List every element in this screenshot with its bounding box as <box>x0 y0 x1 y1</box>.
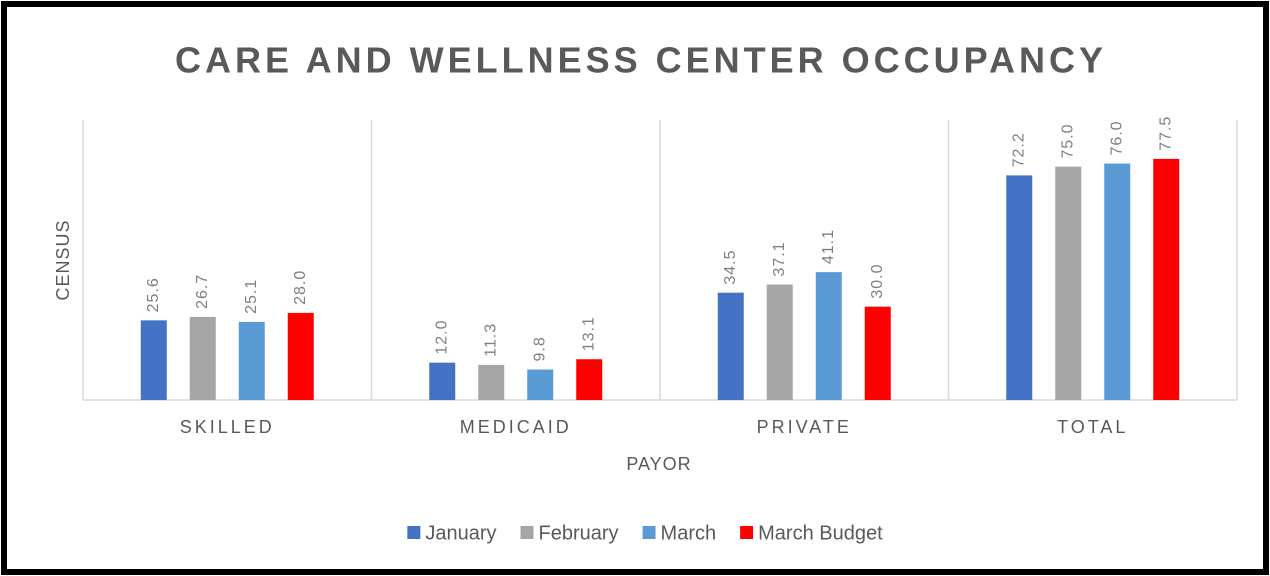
bar <box>527 369 554 400</box>
value-label: 37.1 <box>771 241 788 276</box>
bar <box>1006 175 1033 400</box>
value-label: 34.5 <box>722 250 739 285</box>
value-label: 12.0 <box>433 320 450 355</box>
legend-swatch <box>407 526 421 539</box>
bar <box>1153 158 1180 400</box>
value-label: 76.0 <box>1108 120 1125 155</box>
value-label: 9.8 <box>531 336 548 361</box>
bar <box>429 362 456 400</box>
x-axis-title: PAYOR <box>626 454 691 474</box>
bar <box>189 316 216 400</box>
value-label: 41.1 <box>820 229 837 264</box>
x-tick-label: SKILLED <box>180 417 275 437</box>
value-label: 28.0 <box>292 270 309 305</box>
bar <box>766 284 793 400</box>
bar <box>1055 166 1082 400</box>
value-label: 25.1 <box>243 279 260 314</box>
y-axis-title: CENSUS <box>53 219 73 300</box>
value-label: 26.7 <box>194 274 211 309</box>
value-label: 25.6 <box>145 277 162 312</box>
legend-label: March <box>661 522 717 544</box>
x-tick-label: MEDICAID <box>460 417 572 437</box>
bar <box>576 359 603 400</box>
value-label: 77.5 <box>1157 116 1174 151</box>
legend-label: March Budget <box>758 522 883 544</box>
value-label: 72.2 <box>1010 132 1027 167</box>
bar <box>478 364 505 400</box>
legend-swatch <box>740 526 754 539</box>
legend-label: January <box>425 522 496 544</box>
bar <box>815 272 842 400</box>
x-tick-label: PRIVATE <box>757 417 852 437</box>
bar <box>717 292 744 400</box>
x-tick-label: TOTAL <box>1057 417 1128 437</box>
legend-swatch <box>642 526 656 539</box>
bar <box>238 321 265 400</box>
bar <box>1104 163 1131 400</box>
bar <box>864 306 891 400</box>
value-label: 13.1 <box>580 316 597 351</box>
legend-swatch <box>520 526 534 539</box>
value-label: 30.0 <box>869 264 886 299</box>
value-label: 11.3 <box>482 323 499 357</box>
chart-title: CARE AND WELLNESS CENTER OCCUPANCY <box>175 40 1107 81</box>
legend-label: February <box>539 522 619 544</box>
bar <box>140 320 167 400</box>
value-label: 75.0 <box>1059 124 1076 159</box>
bar <box>287 312 314 400</box>
